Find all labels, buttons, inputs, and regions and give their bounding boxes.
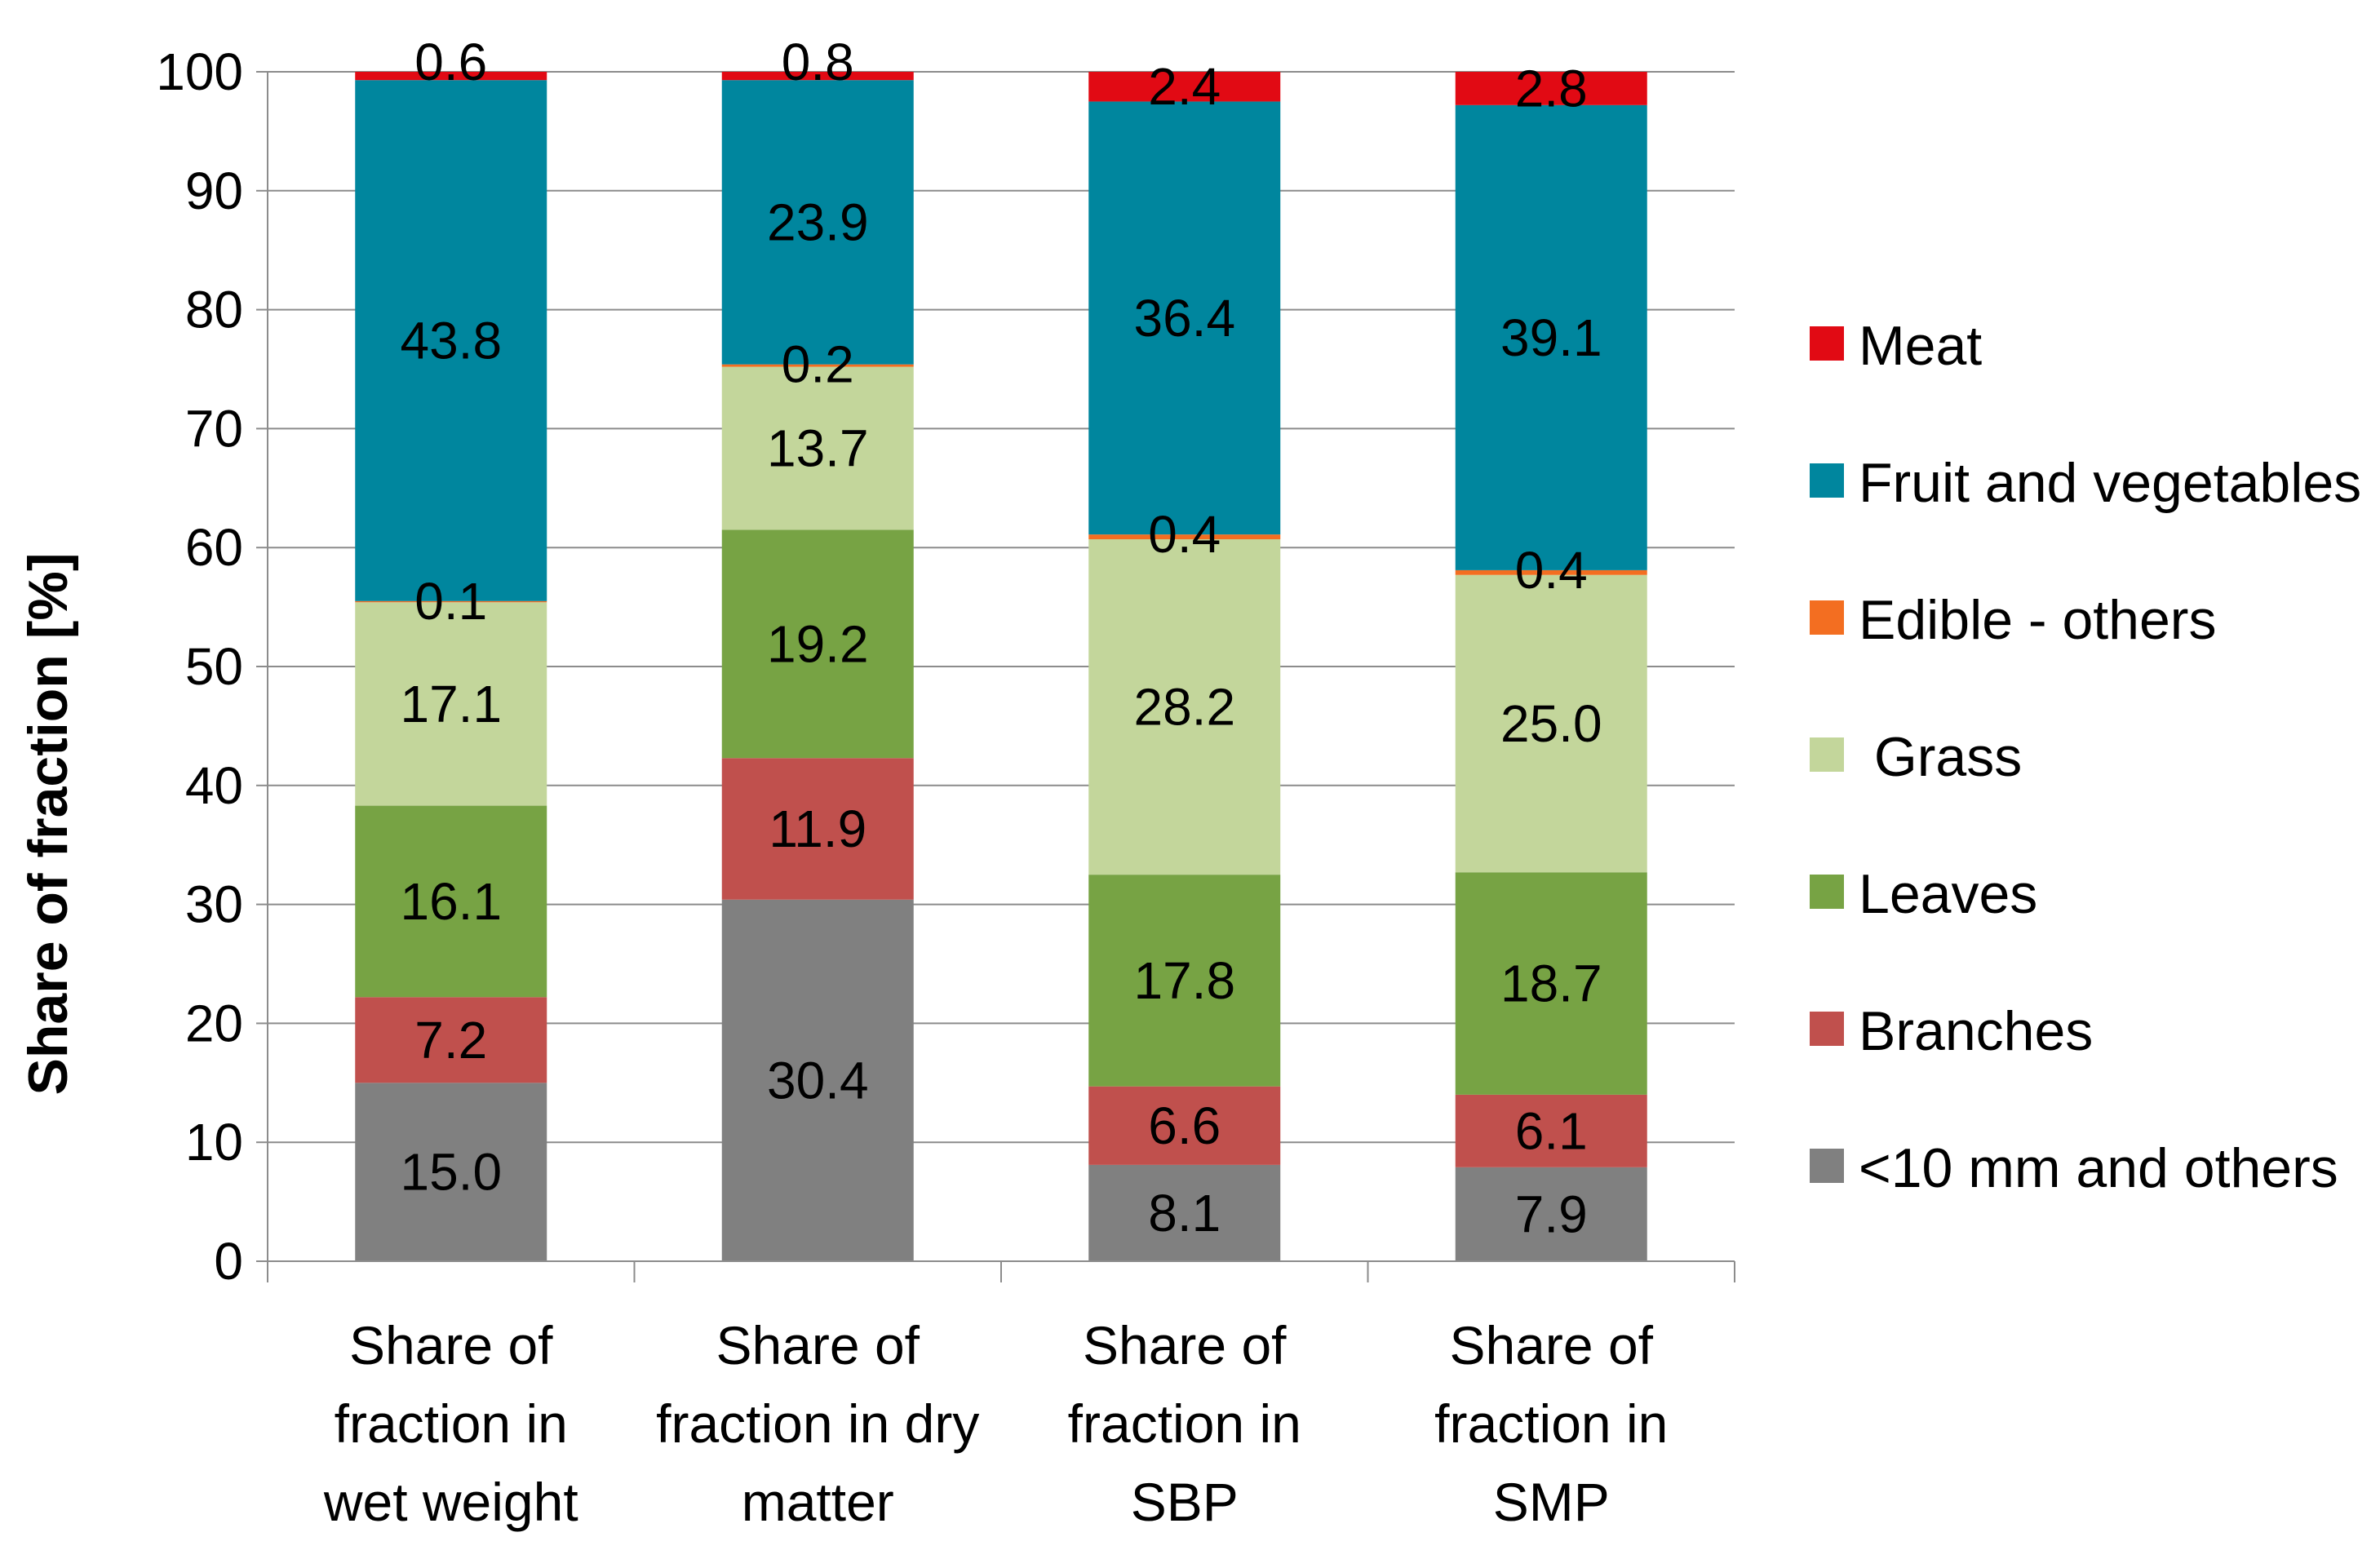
y-axis-title: Share of fraction [%] (17, 553, 79, 1096)
data-label: 17.1 (400, 675, 502, 733)
bar-segment (355, 602, 547, 806)
bar-segment (721, 366, 914, 530)
data-label: 0.2 (782, 335, 854, 394)
data-label: 36.4 (1133, 289, 1235, 348)
bar-segment (355, 1083, 547, 1261)
data-label: 2.8 (1515, 59, 1588, 117)
bar-segment (355, 72, 547, 81)
bar-segment (1455, 574, 1647, 873)
legend-swatch (1810, 326, 1844, 361)
data-label: 18.7 (1500, 954, 1602, 1013)
y-tick-label: 10 (185, 1113, 243, 1171)
legend-label: Grass (1859, 726, 2022, 788)
x-tick-label: Share of fraction in SBP (1068, 1315, 1301, 1532)
bar-segment (1455, 1167, 1647, 1261)
bar-segment (355, 80, 547, 601)
y-tick-label: 40 (185, 756, 243, 815)
data-label: 0.8 (782, 33, 854, 91)
x-tick-label: Share of fraction in dry matter (656, 1315, 979, 1532)
bar-segment (1455, 872, 1647, 1095)
legend-swatch (1810, 875, 1844, 909)
data-label: 17.8 (1133, 951, 1235, 1010)
y-tick-label: 60 (185, 518, 243, 577)
bar-segment (721, 72, 914, 81)
data-label: 6.1 (1515, 1101, 1588, 1160)
data-label: 13.7 (767, 419, 869, 477)
data-label: 0.6 (414, 33, 487, 91)
data-label: 8.1 (1148, 1184, 1221, 1242)
bar-segment (721, 758, 914, 900)
bar-segment (1455, 1094, 1647, 1167)
data-label: 39.1 (1500, 308, 1602, 367)
data-label: 23.9 (767, 193, 869, 251)
y-tick-label: 20 (185, 994, 243, 1052)
y-tick-label: 0 (214, 1232, 243, 1291)
x-tick-label: Share of fraction in wet weight (323, 1315, 578, 1532)
data-label: 43.8 (400, 312, 502, 370)
bar-segment (355, 805, 547, 998)
y-tick-label: 70 (185, 399, 243, 458)
bar-segment (1088, 875, 1281, 1087)
y-tick-label: 100 (156, 42, 243, 101)
bar-segment (1088, 1086, 1281, 1165)
bar-segment (721, 899, 914, 1261)
legend-swatch (1810, 1012, 1844, 1046)
legend-swatch (1810, 737, 1844, 772)
legend-label: Edible - others (1859, 589, 2216, 651)
bar-segment (1088, 538, 1281, 875)
bar-segment (1088, 72, 1281, 102)
data-label: 28.2 (1133, 678, 1235, 737)
legend-swatch (1810, 600, 1844, 635)
legend-swatch (1810, 463, 1844, 498)
bar-segment (721, 80, 914, 365)
y-tick-label: 80 (185, 281, 243, 339)
data-label: 6.6 (1148, 1096, 1221, 1155)
legend-label: Meat (1859, 315, 1982, 377)
data-label: 0.1 (414, 572, 487, 631)
data-label: 25.0 (1500, 694, 1602, 753)
bar-segment (721, 529, 914, 759)
x-tick-label: Share of fraction in SMP (1434, 1315, 1668, 1532)
data-label: 0.4 (1148, 505, 1221, 564)
data-label: 30.4 (767, 1051, 869, 1109)
legend-label: Leaves (1859, 863, 2037, 925)
data-label: 19.2 (767, 614, 869, 673)
bar-segment (721, 364, 914, 367)
data-label: 16.1 (400, 872, 502, 931)
y-tick-label: 90 (185, 162, 243, 220)
segment-labels: 15.0 7.2 16.1 17.1 0.1 43.8 0.6 30.4 11.9 19.2 13.… (400, 33, 1602, 1243)
bar-segment (355, 600, 547, 603)
y-tick-label: 30 (185, 875, 243, 934)
x-tick-labels: Share of fraction in wet weight Share of fra… (323, 1315, 1668, 1532)
legend-label: <10 mm and others (1859, 1137, 2338, 1199)
bar-segment (355, 997, 547, 1083)
data-label: 7.9 (1515, 1185, 1588, 1243)
bar-segment (1455, 72, 1647, 105)
bar-segment (1455, 104, 1647, 570)
bar-segment (1455, 569, 1647, 575)
data-label: 15.0 (400, 1143, 502, 1202)
bar-segment (1088, 534, 1281, 539)
bar-segment (1088, 1164, 1281, 1261)
data-label: 11.9 (769, 799, 866, 858)
y-tick-labels: 0 10 20 30 40 50 60 70 80 90 100 (156, 42, 243, 1291)
bar-segment (1088, 101, 1281, 535)
data-label: 7.2 (414, 1011, 487, 1070)
legend-swatch (1810, 1149, 1844, 1183)
legend-label: Fruit and vegetables (1859, 452, 2361, 514)
legend-label: Branches (1859, 1000, 2093, 1062)
axes (256, 71, 1735, 1282)
bars (355, 72, 1647, 1261)
data-label: 0.4 (1515, 541, 1588, 600)
y-tick-label: 50 (185, 637, 243, 696)
data-label: 2.4 (1148, 57, 1221, 116)
